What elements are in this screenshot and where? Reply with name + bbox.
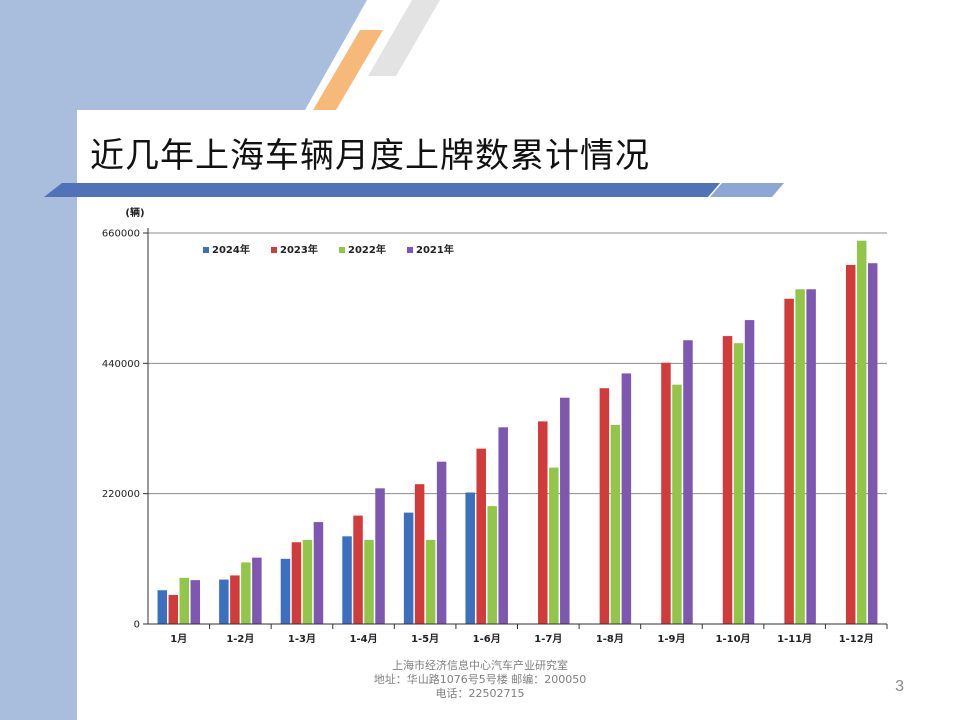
legend-swatch: [271, 247, 277, 253]
bar: [867, 263, 878, 624]
legend-label: 2022年: [348, 243, 386, 256]
footer: 上海市经济信息中心汽车产业研究室 地址：华山路1076号5号楼 邮编：20005…: [360, 659, 600, 701]
bar: [722, 336, 733, 624]
title-bar-light: [710, 183, 784, 197]
bar: [280, 558, 291, 624]
x-category-label: 1月: [170, 633, 187, 645]
bar: [302, 539, 313, 624]
x-category-label: 1-9月: [657, 633, 685, 645]
footer-line-2: 地址：华山路1076号5号楼 邮编：200050: [373, 673, 587, 686]
footer-line-3: 电话：22502715: [435, 687, 525, 700]
bar: [403, 512, 414, 624]
legend-swatch: [407, 247, 413, 253]
bar: [661, 362, 671, 624]
bar: [784, 298, 794, 624]
bar: [806, 289, 816, 624]
bar: [549, 467, 559, 624]
bar: [672, 384, 682, 624]
bar: [219, 579, 229, 624]
x-category-label: 1-4月: [350, 633, 378, 645]
bar: [465, 492, 475, 624]
x-category-label: 1-7月: [534, 633, 562, 645]
bar: [230, 575, 240, 624]
bar: [845, 264, 856, 624]
bar: [621, 373, 632, 624]
legend-label: 2024年: [212, 243, 250, 256]
y-tick-label: 220000: [102, 489, 140, 500]
gray-stripe: [368, 0, 440, 76]
x-categories-group: 1月 1-2月 1-3月 1-4月 1-5月 1-6月 1-7月 1-8月 1-9月 1-10月 1…: [170, 633, 873, 645]
bar: [476, 448, 486, 624]
bar-chart: (辆) 0 220000 440000 660000 1月 1-2月 1-3月 1-4月 1-…: [102, 206, 888, 645]
slide-title: 近几年上海车辆月度上牌数累计情况: [90, 136, 650, 176]
bar: [610, 424, 621, 624]
left-decor-band: [0, 0, 77, 720]
legend-label: 2023年: [280, 243, 318, 256]
x-category-label: 1-5月: [411, 633, 439, 645]
bar: [364, 539, 374, 624]
bar: [179, 577, 190, 624]
x-category-label: 1-11月: [777, 633, 812, 645]
bar: [353, 515, 363, 624]
bar: [599, 388, 610, 624]
footer-line-1: 上海市经济信息中心汽车产业研究室: [392, 659, 568, 672]
bar: [683, 340, 693, 624]
bar: [375, 488, 385, 624]
bar: [168, 594, 179, 624]
legend-swatch: [339, 247, 345, 253]
y-tick-label: 0: [134, 620, 140, 631]
legend-label: 2021年: [416, 243, 454, 256]
x-category-label: 1-6月: [473, 633, 501, 645]
bar: [733, 343, 744, 624]
y-tick-label: 440000: [102, 359, 140, 370]
top-band-shape: [0, 0, 367, 110]
bar: [190, 580, 201, 624]
top-decor-band: [0, 0, 440, 110]
bar: [414, 484, 425, 624]
x-category-label: 1-3月: [288, 633, 316, 645]
y-ticks-group: 0 220000 440000 660000: [102, 229, 140, 631]
bar: [487, 506, 497, 624]
bar: [291, 542, 302, 624]
x-category-label: 1-8月: [596, 633, 624, 645]
bar: [538, 421, 548, 624]
grid-lines: [148, 232, 887, 495]
bar: [856, 240, 867, 624]
x-category-label: 1-12月: [839, 633, 874, 645]
bar: [342, 536, 352, 624]
title-bar-main: [44, 183, 720, 197]
x-category-label: 1-2月: [226, 633, 254, 645]
bar: [744, 320, 755, 624]
orange-stripe: [313, 30, 383, 110]
bars-group: [157, 240, 878, 624]
page-number: 3: [895, 678, 904, 695]
bar: [560, 397, 570, 624]
legend: 2024年 2023年 2022年 2021年: [203, 243, 454, 256]
y-unit-label: (辆): [125, 206, 144, 219]
bar: [241, 562, 251, 624]
bar: [498, 427, 508, 624]
bar: [436, 461, 447, 624]
title-underline-bar: [44, 183, 784, 197]
legend-swatch: [203, 247, 209, 253]
y-tick-label: 660000: [102, 229, 140, 240]
axes-group: [143, 228, 888, 629]
title-box: [77, 110, 960, 188]
bar: [313, 522, 324, 624]
bar: [157, 590, 168, 624]
x-category-label: 1-10月: [716, 633, 751, 645]
bar: [425, 539, 436, 624]
bar: [252, 557, 262, 624]
bar: [795, 289, 805, 624]
